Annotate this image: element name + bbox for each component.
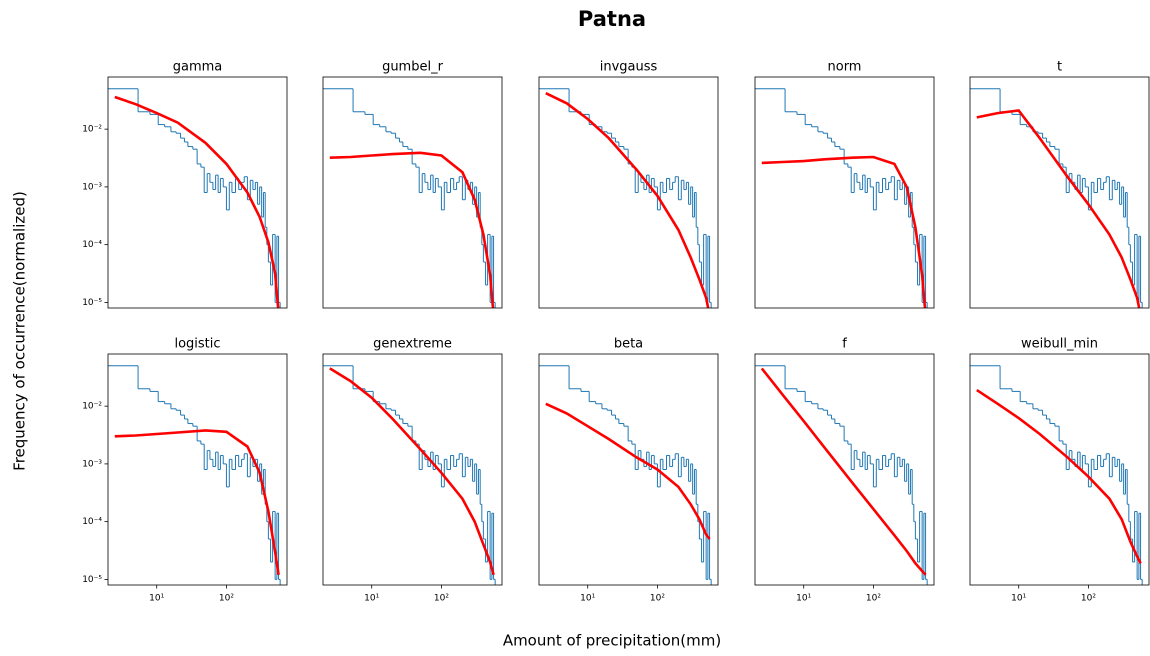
subplot-title: gamma	[173, 60, 223, 75]
fit-curve	[761, 155, 927, 308]
axes-frame	[754, 353, 935, 586]
x-tick-label: 10²	[434, 594, 449, 604]
y-tick-label: 10⁻⁴	[82, 517, 102, 527]
x-tick-label: 10¹	[149, 594, 164, 604]
subplot	[108, 88, 281, 308]
x-tick-label: 10²	[866, 594, 881, 604]
subplot	[755, 88, 928, 308]
subplot	[970, 88, 1143, 308]
fit-curve	[976, 109, 1141, 308]
subplot	[108, 365, 281, 585]
subplot-title: beta	[614, 337, 643, 352]
x-tick-label: 10¹	[364, 594, 379, 604]
fit-curve	[114, 429, 280, 575]
axes-frame	[322, 76, 503, 309]
axes-frame	[322, 353, 503, 586]
y-tick-label: 10⁻²	[82, 402, 102, 412]
y-tick-label: 10⁻⁴	[82, 240, 102, 250]
subplot	[323, 365, 496, 585]
axes-frame	[538, 353, 719, 586]
subplot	[539, 365, 712, 585]
subplot-title: f	[842, 337, 847, 352]
subplot-title: t	[1057, 60, 1062, 75]
axes-frame	[754, 76, 935, 309]
subplot	[970, 365, 1143, 585]
x-tick-label: 10²	[650, 594, 665, 604]
subplot-title: invgauss	[600, 60, 658, 75]
x-tick-label: 10¹	[580, 594, 595, 604]
fit-curve	[760, 367, 927, 576]
subplot	[755, 365, 928, 585]
axes-frame	[107, 353, 288, 586]
x-tick-label: 10²	[219, 594, 234, 604]
x-axis-label: Amount of precipitation(mm)	[503, 632, 721, 650]
x-tick-label: 10¹	[1011, 594, 1026, 604]
subplot-title: gumbel_r	[382, 60, 444, 75]
axes-frame	[969, 353, 1150, 586]
y-tick-label: 10⁻³	[82, 182, 102, 192]
y-tick-label: 10⁻²	[82, 125, 102, 135]
axes-frame	[969, 76, 1150, 309]
subplot-title: logistic	[174, 337, 220, 352]
y-tick-label: 10⁻³	[82, 459, 102, 469]
chart-title: Patna	[578, 7, 646, 31]
subplot-title: genextreme	[373, 337, 452, 352]
y-tick-label: 10⁻⁵	[82, 298, 102, 308]
fit-curve	[545, 402, 711, 540]
fit-curve	[329, 151, 495, 308]
fit-curve	[329, 367, 495, 576]
fit-curve	[976, 389, 1142, 564]
subplot-title: norm	[828, 60, 862, 75]
x-tick-label: 10²	[1081, 594, 1096, 604]
fit-curve	[114, 95, 280, 308]
y-axis-label: Frequency of occurrence(normalized)	[11, 191, 29, 471]
axes-frame	[538, 76, 719, 309]
axes-frame	[107, 76, 288, 309]
fit-curve	[545, 92, 710, 308]
subplot	[323, 88, 496, 308]
x-tick-label: 10¹	[796, 594, 811, 604]
subplot	[539, 88, 712, 308]
y-tick-label: 10⁻⁵	[82, 575, 102, 585]
subplot-title: weibull_min	[1021, 337, 1098, 352]
